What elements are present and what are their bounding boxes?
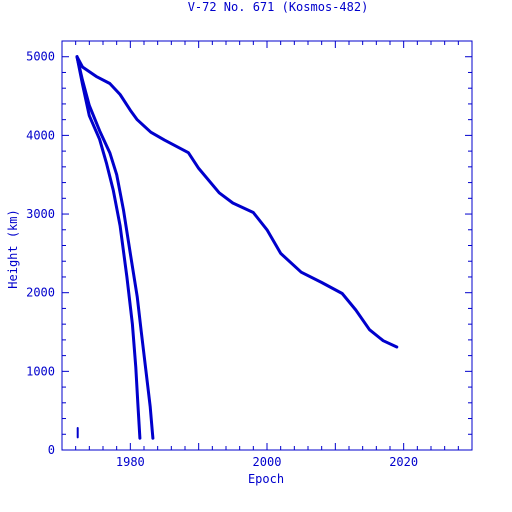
- series-line-3: [75, 55, 142, 440]
- y-tick-label: 3000: [26, 207, 55, 221]
- axis-ticks: [61, 40, 473, 451]
- y-tick-label: 4000: [26, 128, 55, 142]
- y-tick-label: 1000: [26, 364, 55, 378]
- y-tick-label: 5000: [26, 50, 55, 64]
- x-tick-label: 1980: [116, 455, 145, 469]
- series-line-1: [75, 55, 399, 349]
- x-axis-label: Epoch: [248, 472, 284, 486]
- data-series: [75, 55, 399, 440]
- x-tick-label: 2000: [253, 455, 282, 469]
- axis-tick-labels: 1980 2000 2020 0 1000 2000 3000 4000 5000: [26, 50, 418, 469]
- y-tick-label: 0: [48, 443, 55, 457]
- chart-title: V-72 No. 671 (Kosmos-482): [188, 0, 369, 14]
- y-tick-label: 2000: [26, 286, 55, 300]
- series-line-2: [75, 55, 155, 440]
- x-tick-label: 2020: [389, 455, 418, 469]
- y-axis-label: Height (km): [6, 209, 20, 288]
